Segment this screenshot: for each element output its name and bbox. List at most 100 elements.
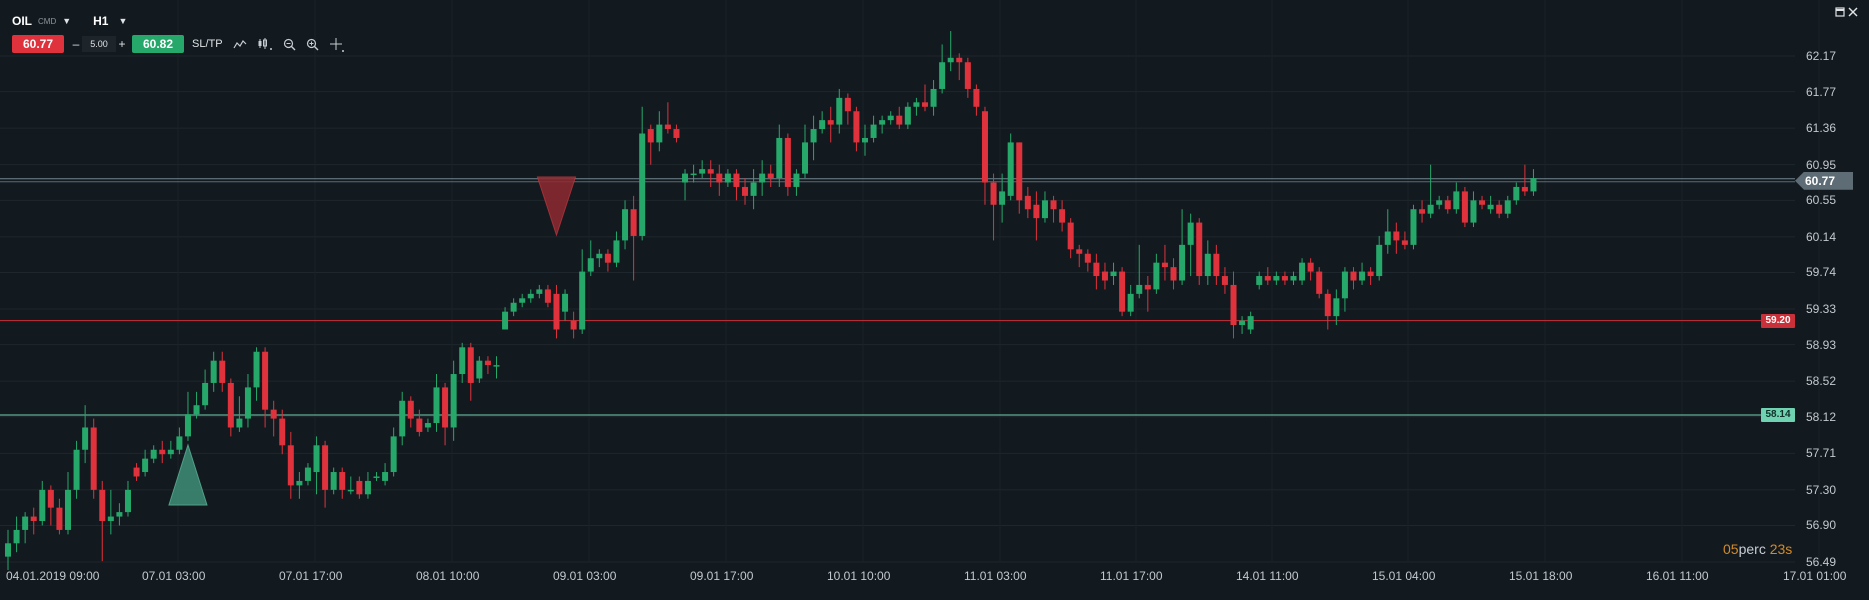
candle-body — [364, 480, 371, 495]
candle-body — [622, 209, 629, 241]
candle-body — [1144, 284, 1151, 290]
candle-body — [1213, 253, 1220, 277]
sell-signal-marker — [536, 176, 577, 237]
candle-body — [296, 480, 303, 486]
countdown-seconds: 23s — [1769, 541, 1793, 557]
candle-body — [484, 360, 491, 366]
candle-body — [562, 293, 569, 312]
candle-body — [802, 142, 809, 174]
candle-body — [853, 111, 860, 143]
symbol-dropdown-icon[interactable]: ▼ — [62, 16, 72, 26]
candle-body — [227, 382, 234, 428]
time-tick-label: 09.01 03:00 — [553, 569, 617, 583]
candle-body — [30, 516, 37, 522]
candle-body — [536, 289, 543, 294]
candle-body — [1230, 284, 1237, 326]
countdown-minutes: 05 — [1723, 541, 1739, 557]
candle-body — [921, 102, 928, 107]
candle-body — [553, 293, 560, 330]
candle-body — [742, 186, 749, 196]
price-tick-label: 60.95 — [1806, 157, 1837, 172]
candle-body — [767, 173, 774, 179]
candle-body — [1410, 209, 1417, 245]
quantity-input[interactable]: 5.00 — [82, 36, 116, 52]
candle-body — [776, 137, 783, 179]
candle-body — [219, 360, 226, 383]
chart-type-icon[interactable] — [233, 38, 247, 50]
quantity-decrease-button[interactable]: – — [72, 37, 80, 51]
maximize-icon[interactable] — [1834, 6, 1846, 18]
candle-body — [1281, 276, 1288, 281]
candle-body — [1444, 200, 1451, 210]
candle-body — [1401, 240, 1408, 245]
candle-body — [202, 382, 209, 406]
price-tick-label: 61.77 — [1806, 84, 1837, 99]
candle-body — [973, 88, 980, 107]
candle-body — [947, 57, 954, 63]
candle-body — [596, 253, 603, 259]
price-tick-label: 58.93 — [1806, 337, 1837, 352]
candle-body — [939, 62, 946, 89]
zoom-in-icon[interactable] — [306, 38, 319, 51]
trade-panel: 60.77 – 5.00 + 60.82 SL/TP — [12, 35, 344, 53]
time-tick-label: 11.01 03:00 — [964, 569, 1027, 583]
time-tick-label: 07.01 17:00 — [279, 569, 343, 583]
price-tick-label: 58.52 — [1806, 374, 1837, 389]
price-tick-label: 56.49 — [1806, 555, 1837, 569]
candle-body — [322, 445, 329, 490]
candle-body — [1127, 293, 1134, 312]
candle-body — [1101, 271, 1108, 281]
candle-body — [467, 347, 474, 383]
candle-body — [373, 476, 380, 478]
quantity-increase-button[interactable]: + — [118, 37, 126, 51]
candle-body — [682, 173, 689, 183]
candle-body — [1239, 320, 1246, 326]
candle-body — [836, 97, 843, 125]
price-tick-label: 59.74 — [1806, 265, 1837, 280]
instrument-header: OIL CMD ▼ H1 ▼ — [12, 12, 127, 30]
price-tick-label: 62.17 — [1806, 49, 1837, 63]
time-tick-label: 14.01 11:00 — [1236, 569, 1299, 583]
candle-body — [1530, 178, 1537, 192]
candle-body — [1367, 271, 1374, 277]
candle-body — [1153, 262, 1160, 290]
candle-body — [1453, 191, 1460, 210]
candle-body — [656, 124, 663, 143]
crosshair-icon[interactable] — [329, 37, 344, 52]
candle-body — [716, 173, 723, 183]
candle-body — [870, 124, 877, 138]
price-tick-label: 59.33 — [1806, 302, 1837, 316]
timeframe-dropdown-icon[interactable]: ▼ — [118, 16, 128, 26]
candle-body — [724, 173, 731, 183]
candle-body — [1059, 209, 1066, 223]
candle-body — [450, 374, 457, 428]
sell-button[interactable]: 60.77 — [12, 35, 64, 53]
candle-body — [99, 489, 106, 522]
time-tick-label: 15.01 18:00 — [1509, 569, 1573, 583]
instrument-symbol[interactable]: OIL — [12, 14, 32, 28]
candle-body — [1273, 276, 1280, 281]
candle-body — [244, 387, 251, 419]
candle-body — [339, 472, 346, 490]
candle-body — [107, 516, 114, 522]
candle-body — [844, 97, 851, 112]
price-tick-label: 58.12 — [1806, 409, 1837, 424]
timeframe-select[interactable]: H1 — [93, 14, 109, 28]
buy-button[interactable]: 60.82 — [132, 35, 184, 53]
candle-body — [519, 298, 526, 303]
candle-body — [279, 418, 286, 446]
candle-body — [1436, 200, 1443, 205]
close-icon[interactable] — [1847, 6, 1859, 18]
candle-body — [64, 489, 71, 530]
candle-body — [313, 445, 320, 473]
candle-body — [956, 57, 963, 63]
instrument-market: CMD — [38, 16, 57, 26]
candle-body — [913, 102, 920, 107]
candle-body — [1324, 293, 1331, 317]
zoom-out-icon[interactable] — [283, 38, 296, 51]
indicators-icon[interactable] — [257, 37, 273, 51]
sltp-button[interactable]: SL/TP — [192, 38, 223, 50]
candle-body — [1256, 276, 1263, 285]
candle-body — [1393, 231, 1400, 241]
